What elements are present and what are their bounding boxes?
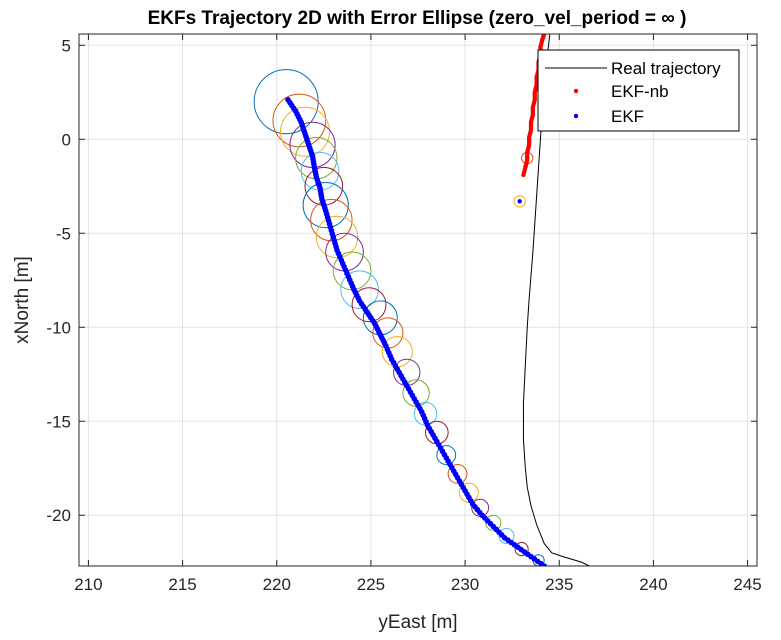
y-tick-label: 0 <box>62 130 71 149</box>
ekf-nb-point <box>541 34 547 37</box>
error-ellipse <box>302 181 349 229</box>
error-ellipse <box>498 527 515 544</box>
real-trajectory-line <box>522 34 590 566</box>
x-tick-label: 240 <box>639 575 667 594</box>
x-tick-label: 215 <box>168 575 196 594</box>
y-tick-label: -10 <box>46 318 71 337</box>
x-tick-label: 245 <box>733 575 761 594</box>
y-tick-label: 5 <box>62 36 71 55</box>
ekf-point <box>541 563 547 566</box>
chart-title: EKFs Trajectory 2D with Error Ellipse (z… <box>148 8 687 29</box>
x-axis-label: yEast [m] <box>378 612 457 633</box>
error-ellipse <box>513 195 526 208</box>
x-tick-label: 235 <box>545 575 573 594</box>
legend-ekf-nb-label: EKF-nb <box>611 82 669 101</box>
error-ellipse <box>447 463 468 484</box>
error-ellipse <box>351 287 387 323</box>
y-tick-label: -20 <box>46 506 71 525</box>
legend-real-label: Real trajectory <box>611 59 721 78</box>
error-ellipse <box>436 445 457 466</box>
y-tick-label: -5 <box>56 224 71 243</box>
error-ellipse <box>340 270 379 309</box>
legend-ekf-nb-marker <box>573 88 579 94</box>
legend-ekf-label: EKF <box>611 107 644 126</box>
y-axis-label: xNorth [m] <box>12 256 33 344</box>
error-ellipse <box>514 541 529 557</box>
ekf-nb-start-point <box>517 199 522 204</box>
error-ellipse <box>280 106 330 157</box>
legend-box <box>537 49 740 132</box>
plot-border <box>78 33 758 567</box>
x-tick-label: 220 <box>263 575 291 594</box>
x-tick-label: 230 <box>451 575 479 594</box>
y-tick-label: -15 <box>46 412 71 431</box>
legend-ekf-marker <box>573 113 579 119</box>
x-tick-label: 210 <box>74 575 102 594</box>
data-layer <box>253 34 590 566</box>
error-ellipse <box>310 198 353 242</box>
ticks: 210 215 220 225 230 235 240 245 5 0 -5 -10 -15 -20 <box>46 34 762 594</box>
x-tick-label: 225 <box>357 575 385 594</box>
legend: Real trajectory EKF-nb EKF <box>537 49 740 132</box>
error-ellipse <box>315 215 359 259</box>
